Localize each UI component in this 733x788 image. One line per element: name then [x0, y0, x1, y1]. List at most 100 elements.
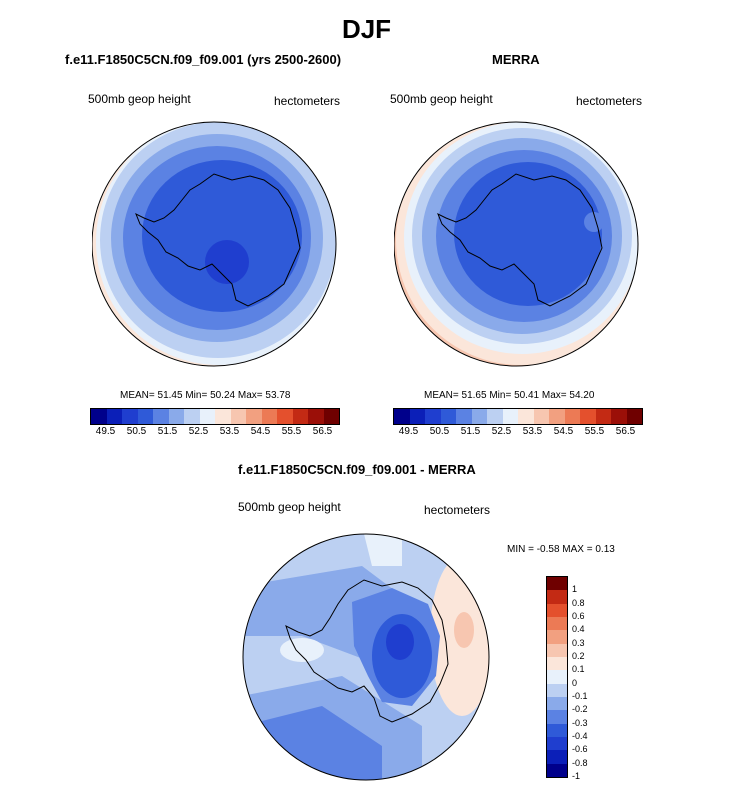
- panel-1-map: [92, 121, 337, 367]
- contour-minus-0-6: [386, 624, 414, 660]
- colorbar-tick-label: 0: [572, 677, 578, 688]
- colorbar-tick-label: 0.3: [572, 637, 585, 648]
- colorbar-swatch: [168, 409, 184, 424]
- panel-3-title: f.e11.F1850C5CN.f09_f09.001 - MERRA: [238, 462, 476, 477]
- panel-1-colorbar: [90, 408, 340, 425]
- colorbar-swatch: [533, 409, 549, 424]
- colorbar-swatch: [518, 409, 534, 424]
- panel-3-map: [242, 533, 490, 781]
- panel-2-map: [394, 121, 639, 367]
- colorbar-tick-label: 53.5: [219, 426, 240, 437]
- colorbar-tick-label: 49.5: [398, 426, 419, 437]
- colorbar-tick-label: 0.4: [572, 624, 585, 635]
- contour-50-5: [205, 240, 249, 284]
- colorbar-swatch: [199, 409, 215, 424]
- colorbar-tick-label: 50.5: [429, 426, 450, 437]
- panel-2-colorbar: [393, 408, 643, 425]
- colorbar-swatch: [547, 750, 567, 764]
- colorbar-tick-label: 49.5: [95, 426, 116, 437]
- colorbar-swatch: [471, 409, 487, 424]
- colorbar-swatch: [547, 736, 567, 751]
- colorbar-tick-label: 56.5: [312, 426, 333, 437]
- colorbar-swatch: [184, 409, 200, 424]
- colorbar-tick-label: 0.1: [572, 664, 585, 675]
- panel-2-title: MERRA: [492, 52, 540, 67]
- colorbar-swatch: [547, 603, 567, 617]
- colorbar-swatch: [547, 577, 567, 591]
- colorbar-swatch: [122, 409, 138, 424]
- colorbar-swatch: [246, 409, 262, 424]
- panel-2-stats: MEAN= 51.65 Min= 50.41 Max= 54.20: [424, 390, 595, 401]
- colorbar-tick-label: 55.5: [584, 426, 605, 437]
- colorbar-swatch: [547, 630, 567, 644]
- colorbar-swatch: [106, 409, 122, 424]
- colorbar-tick-label: -0.4: [572, 731, 588, 741]
- colorbar-tick-label: 0.8: [572, 597, 585, 608]
- antarctica-coastline: [437, 173, 603, 307]
- colorbar-tick-label: -0.1: [572, 691, 588, 701]
- contour-0-2: [454, 612, 474, 648]
- colorbar-swatch: [409, 409, 425, 424]
- colorbar-swatch: [547, 670, 567, 684]
- colorbar-swatch: [547, 643, 567, 657]
- antarctica-coastline: [285, 579, 449, 723]
- panel-1-title: f.e11.F1850C5CN.f09_f09.001 (yrs 2500-26…: [65, 52, 342, 67]
- colorbar-swatch: [308, 409, 324, 424]
- contour-0-small: [280, 638, 324, 662]
- colorbar-tick-label: -0.3: [572, 717, 588, 728]
- colorbar-swatch: [425, 409, 441, 424]
- colorbar-swatch: [611, 409, 627, 424]
- colorbar-tick-label: 52.5: [188, 426, 209, 437]
- colorbar-tick-label: 50.5: [126, 426, 147, 437]
- colorbar-swatch: [91, 409, 107, 424]
- contour-51-5-patch: [584, 212, 604, 232]
- panel-3-field-label: 500mb geop height: [238, 500, 341, 514]
- colorbar-swatch: [277, 409, 293, 424]
- antarctica-coastline: [135, 173, 301, 307]
- colorbar-swatch: [549, 409, 565, 424]
- colorbar-swatch: [502, 409, 518, 424]
- panel-3-units-label: hectometers: [424, 503, 491, 517]
- colorbar-swatch: [547, 696, 567, 711]
- colorbar-swatch: [153, 409, 169, 424]
- colorbar-swatch: [547, 616, 567, 631]
- panel-1-stats: MEAN= 51.45 Min= 50.24 Max= 53.78: [120, 390, 291, 401]
- colorbar-swatch: [547, 723, 567, 737]
- colorbar-swatch: [547, 763, 567, 777]
- map-border: [92, 121, 337, 367]
- contour-51: [142, 160, 302, 312]
- panel-3-stats: MIN = -0.58 MAX = 0.13: [507, 544, 615, 555]
- panel-3-colorbar: [546, 576, 568, 778]
- contour-51: [454, 162, 602, 306]
- colorbar-swatch: [626, 409, 642, 424]
- colorbar-tick-label: -0.6: [572, 744, 588, 755]
- colorbar-swatch: [440, 409, 456, 424]
- colorbar-tick-label: 0.2: [572, 651, 585, 661]
- colorbar-tick-label: 51.5: [157, 426, 178, 437]
- colorbar-swatch: [595, 409, 611, 424]
- colorbar-swatch: [547, 656, 567, 671]
- main-title: DJF: [341, 14, 392, 44]
- panel-2-field-label: 500mb geop height: [390, 92, 493, 106]
- colorbar-swatch: [456, 409, 472, 424]
- colorbar-swatch: [580, 409, 596, 424]
- colorbar-swatch: [230, 409, 246, 424]
- colorbar-tick-label: 1: [572, 584, 578, 595]
- colorbar-swatch: [547, 683, 567, 697]
- colorbar-tick-label: 55.5: [281, 426, 302, 437]
- colorbar-tick-label: 56.5: [615, 426, 636, 437]
- colorbar-tick-label: -0.8: [572, 757, 588, 768]
- colorbar-swatch: [261, 409, 277, 424]
- colorbar-swatch: [487, 409, 503, 424]
- panel-1-units-label: hectometers: [274, 94, 341, 108]
- colorbar-tick-label: 0.6: [572, 611, 585, 621]
- colorbar-swatch: [547, 710, 567, 724]
- colorbar-swatch: [292, 409, 308, 424]
- panel-1-field-label: 500mb geop height: [88, 92, 191, 106]
- colorbar-swatch: [137, 409, 153, 424]
- colorbar-tick-label: 53.5: [522, 426, 543, 437]
- colorbar-tick-label: 54.5: [250, 426, 271, 437]
- colorbar-swatch: [547, 590, 567, 604]
- map-border: [242, 533, 490, 781]
- colorbar-swatch: [323, 409, 339, 424]
